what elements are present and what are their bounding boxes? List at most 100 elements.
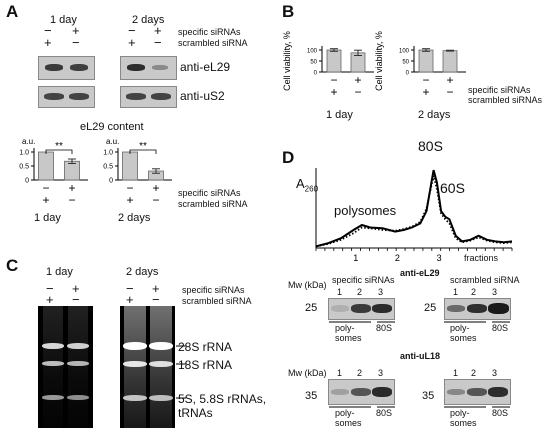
d-poly-2b: poly- [450, 408, 470, 418]
sign-specific: − [126, 181, 133, 195]
d-fraction-lines-2 [329, 406, 510, 408]
c-band-5s: 5S, 5.8S rRNAs, [178, 392, 267, 406]
d-blot1-title: anti-eL29 [400, 268, 440, 278]
d-poly-1b: poly- [450, 323, 470, 333]
y-tick-label: 0 [314, 71, 318, 77]
c-specific-label: specific siRNAs [182, 285, 245, 295]
d-80s-1b: 80S [492, 323, 509, 333]
d-lane-1d: 1 [453, 368, 459, 378]
d-fractions-label: fractions [464, 253, 499, 263]
b-day1-label: 1 day [326, 109, 353, 121]
x-tick-label: 3 [437, 253, 442, 263]
a-scrambled-label: scrambled siRNA [178, 38, 248, 48]
c-band-trnas: tRNAs [178, 406, 213, 420]
d-mw25-left: 25 [305, 302, 318, 314]
d-poly-2a: poly- [335, 408, 355, 418]
d-lane-1c: 1 [337, 368, 343, 378]
au-label: a.u. [106, 137, 119, 146]
d-mw-label-1: Mw (kDa) [288, 280, 327, 290]
c-d2-sign-12: + [152, 281, 160, 296]
a-d2-sign-22: − [154, 35, 162, 50]
d-mw35-right: 35 [422, 390, 435, 402]
a-d2-sign-12: + [154, 23, 162, 38]
a-antibody-el29: anti-eL29 [180, 60, 231, 74]
blot-us2-day1 [38, 86, 95, 108]
c-d2-sign-11: − [126, 281, 134, 296]
d-blot-el29-scrambled [444, 298, 511, 320]
d-mw25-right: 25 [424, 302, 437, 314]
d-lane-2a: 2 [357, 287, 363, 297]
c-d2-sign-21: + [126, 292, 134, 307]
d-somes-2a: somes [335, 418, 362, 428]
sign-specific: − [422, 73, 429, 87]
blot-el29-day1 [38, 56, 95, 80]
sign-specific: + [446, 73, 453, 87]
c-d1-sign-21: + [46, 292, 54, 307]
a-chart-scrambled-label: scrambled siRNA [178, 199, 248, 209]
d-polysomes-label: polysomes [334, 203, 397, 218]
d-blot-el29-specific [328, 298, 395, 320]
significance-bracket [45, 149, 73, 154]
bar [326, 49, 342, 73]
x-tick-label: 1 [353, 253, 358, 263]
d-lane-3c: 3 [378, 368, 384, 378]
d-lane-3a: 3 [378, 287, 384, 297]
y-axis-label: Cell viability, % [374, 31, 384, 91]
sign-specific: − [42, 181, 49, 195]
d-lane-1a: 1 [337, 287, 343, 297]
sign-scrambled: + [126, 193, 133, 207]
y-tick-label: 0 [109, 178, 113, 185]
d-lane-1b: 1 [453, 287, 459, 297]
a-d1-sign-11: − [44, 23, 52, 38]
panel-label-c: C [6, 256, 19, 275]
au-label: a.u. [22, 137, 35, 146]
d-mw-label-2: Mw (kDa) [288, 368, 327, 378]
d-blot2-title: anti-uL18 [400, 351, 441, 361]
a-d1-sign-22: − [72, 35, 80, 50]
sign-scrambled: − [152, 193, 159, 207]
sign-scrambled: + [330, 85, 337, 99]
d-somes-1b: somes [450, 333, 477, 343]
sign-specific: + [354, 73, 361, 87]
y-tick-label: 1.0 [103, 150, 113, 157]
y-tick-label: 0.5 [103, 164, 113, 171]
a-d1-sign-21: + [44, 35, 52, 50]
bar [442, 50, 458, 73]
gel-day2 [120, 306, 175, 428]
d-fraction-lines-1 [329, 321, 510, 323]
b-scrambled-label: scrambled siRNAs [468, 95, 543, 105]
a-days2-label: 2 days [132, 14, 165, 26]
d-peak-80s: 80S [418, 138, 443, 154]
c-d2-sign-22: − [152, 292, 160, 307]
d-blot-ul18-scrambled [444, 379, 511, 405]
d-absorbance-a: A [296, 176, 305, 191]
a-content-title: eL29 content [80, 121, 144, 133]
profile-line-dotted [315, 175, 513, 248]
a-bar-charts: 1.00.50 −++−a.u. ** 1.00.50 −++−a.u. ** [19, 137, 172, 207]
d-80s-2a: 80S [376, 408, 393, 418]
d-lane-2d: 2 [471, 368, 477, 378]
bar [418, 49, 434, 73]
d-somes-1a: somes [335, 333, 362, 343]
a-day1-label: 1 day [50, 14, 77, 26]
blot-us2-day2 [120, 86, 177, 108]
c-days2-label: 2 days [126, 266, 159, 278]
y-tick-label: 0 [25, 178, 29, 185]
d-peak-60s: 60S [440, 180, 465, 196]
y-tick-label: 100 [399, 49, 410, 55]
d-absorbance-label: A260 [296, 176, 318, 194]
sign-scrambled: + [422, 85, 429, 99]
y-tick-label: 50 [310, 60, 317, 66]
blot-el29-day2 [120, 56, 177, 80]
a-antibody-us2: anti-uS2 [180, 89, 225, 103]
panel-label-b: B [282, 2, 295, 21]
gel-day1 [38, 306, 93, 428]
a-chart-day1-label: 1 day [34, 212, 61, 224]
d-profile-chart: 1 2 3 [315, 168, 513, 263]
d-blot-ul18-specific [328, 379, 395, 405]
d-mw35-left: 35 [305, 390, 318, 402]
y-axis-label: Cell viability, % [282, 31, 292, 91]
sign-scrambled: + [42, 193, 49, 207]
profile-line-solid [315, 169, 513, 248]
